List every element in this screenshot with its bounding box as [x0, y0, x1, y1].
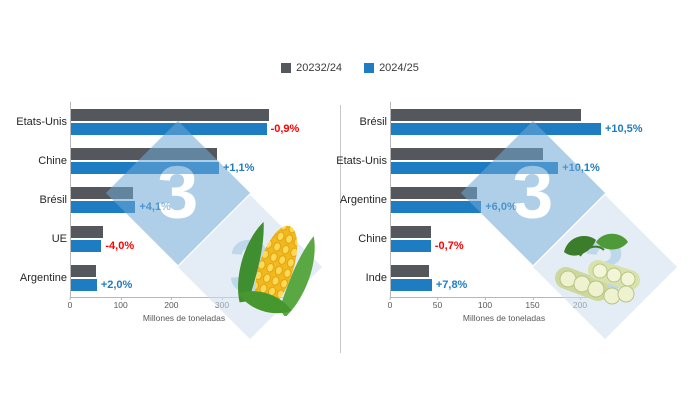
bar-2024-25 — [391, 278, 432, 291]
category-label: Chine — [38, 154, 67, 167]
bar-20232-24 — [71, 225, 103, 238]
bar-20232-24 — [391, 186, 477, 199]
bar-pair: +10,1% — [391, 147, 600, 174]
bar-group: Etats-Unis -0,9% — [16, 102, 338, 141]
legend: 20232/24 2024/25 — [0, 62, 700, 74]
bar-pair: +1,1% — [71, 147, 255, 174]
bar-20232-24 — [71, 186, 133, 199]
pct-change-label: -0,7% — [434, 239, 464, 252]
legend-item-2024-25: 2024/25 — [364, 62, 419, 74]
bar-20232-24 — [71, 147, 218, 160]
bar-2024-25 — [71, 200, 136, 213]
x-tick-label: 100 — [477, 297, 493, 310]
bar-20232-24 — [71, 108, 269, 121]
x-tick-label: 300 — [214, 297, 230, 310]
bar-20232-24 — [391, 225, 431, 238]
bar-group: Brésil +4,1% — [39, 180, 338, 219]
bar-20232-24 — [391, 108, 581, 121]
corn-cob-illustration — [238, 221, 315, 316]
bar-2024-25 — [71, 161, 219, 174]
pct-change-label: +4,1% — [139, 200, 171, 213]
x-tick-label: 0 — [387, 297, 393, 310]
bar-pair: +6,0% — [391, 186, 517, 213]
bar-2024-25 — [391, 161, 559, 174]
bar-20232-24 — [71, 264, 97, 277]
bar-2024-25 — [71, 122, 267, 135]
x-tick-label: 100 — [113, 297, 128, 310]
pct-change-label: +2,0% — [100, 278, 133, 291]
category-label: Etats-Unis — [336, 154, 387, 167]
category-label: Brésil — [359, 115, 387, 128]
legend-label-2023-24: 20232/24 — [296, 62, 343, 74]
x-tick-label: 150 — [525, 297, 540, 310]
bar-group: Chine -0,7% — [358, 219, 658, 258]
category-label: Inde — [365, 271, 387, 284]
legend-item-2023-24: 20232/24 — [281, 62, 342, 74]
x-tick-label: 50 — [432, 297, 443, 310]
soybean-illustration — [555, 233, 640, 305]
bar-2024-25 — [71, 239, 102, 252]
category-label: Argentine — [19, 271, 67, 284]
chart-divider-line — [340, 105, 341, 353]
legend-label-2024-25: 2024/25 — [379, 62, 419, 74]
category-label: Argentine — [339, 193, 387, 206]
bar-group: Inde +7,8% — [366, 258, 658, 297]
bar-group: Brésil +10,5% — [359, 102, 658, 141]
x-tick-label: 200 — [164, 297, 179, 310]
bar-20232-24 — [391, 264, 429, 277]
bar-pair: -0,7% — [391, 225, 464, 252]
bar-pair: +10,5% — [391, 108, 643, 135]
bar-2024-25 — [71, 278, 97, 291]
legend-swatch-2024-25 — [364, 63, 375, 73]
bar-2024-25 — [391, 122, 601, 135]
soybean-production-chart: 3 3 Brésil+10,5%Etats-Unis+10,1%Argentin… — [324, 102, 678, 372]
bar-group: Etats-Unis +10,1% — [336, 141, 658, 180]
pct-change-label: -0,9% — [270, 122, 300, 135]
bar-20232-24 — [391, 147, 543, 160]
x-tick-label: 0 — [67, 297, 73, 310]
x-axis-title: Millones de toneladas — [462, 313, 546, 323]
pct-change-label: +10,5% — [604, 122, 643, 135]
bar-pair: +2,0% — [71, 264, 133, 291]
bar-pair: +7,8% — [391, 264, 468, 291]
bar-2024-25 — [391, 239, 431, 252]
legend-swatch-2023-24 — [281, 63, 292, 73]
corn-production-chart: 3 3 Etats-Unis-0,9%Chine+1,1%Brésil+4,1%… — [4, 102, 338, 372]
category-label: UE — [51, 232, 67, 245]
pct-change-label: +1,1% — [222, 161, 255, 174]
bar-group: Argentine +6,0% — [340, 180, 658, 219]
pct-change-label: +6,0% — [485, 200, 517, 213]
category-label: Etats-Unis — [16, 115, 67, 128]
category-label: Brésil — [39, 193, 67, 206]
pct-change-label: +7,8% — [435, 278, 468, 291]
pct-change-label: -4,0% — [105, 239, 135, 252]
bar-group: Chine +1,1% — [38, 141, 338, 180]
bar-pair: -4,0% — [71, 225, 135, 252]
bar-2024-25 — [391, 200, 482, 213]
bar-pair: -0,9% — [71, 108, 300, 135]
category-label: Chine — [358, 232, 387, 245]
pct-change-label: +10,1% — [562, 161, 600, 174]
bar-pair: +4,1% — [71, 186, 171, 213]
bar-group: Argentine +2,0% — [20, 258, 338, 297]
